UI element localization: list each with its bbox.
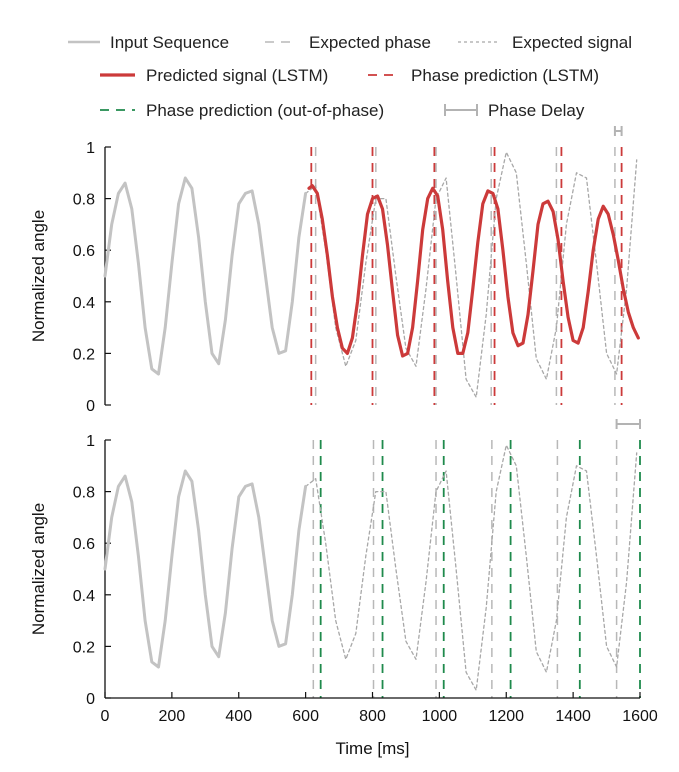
- legend-label: Phase prediction (LSTM): [411, 66, 599, 85]
- legend-label: Input Sequence: [110, 33, 229, 52]
- legend-item: Predicted signal (LSTM): [100, 66, 328, 85]
- panel-bottom: 0 0.2 0.4 0.6 0.8 1 Normalized angle 0 200 400 600…: [29, 419, 658, 758]
- y-tick-label: 0.2: [73, 639, 95, 656]
- legend-item: Input Sequence: [68, 33, 229, 52]
- x-tick-label: 1600: [622, 708, 658, 725]
- y-tick-label: 0.6: [73, 536, 95, 553]
- x-tick-label: 1000: [422, 708, 458, 725]
- legend-label: Phase prediction (out-of-phase): [146, 101, 384, 120]
- y-tick-label: 0: [86, 398, 95, 415]
- y-tick-label: 0.8: [73, 192, 95, 209]
- legend-item: Phase prediction (out-of-phase): [100, 101, 384, 120]
- legend-item: Phase Delay: [444, 101, 585, 120]
- predicted-signal-line: [307, 184, 640, 358]
- y-axis-label: Normalized angle: [29, 503, 48, 635]
- x-tick-label: 1400: [555, 708, 591, 725]
- x-tick-label: 800: [359, 708, 386, 725]
- legend-item: Expected phase: [265, 33, 431, 52]
- expected-signal-line: [304, 151, 638, 398]
- y-tick-label: 0.4: [73, 295, 95, 312]
- y-tick-label: 0.6: [73, 243, 95, 260]
- legend-label: Expected phase: [309, 33, 431, 52]
- y-tick-label: 0: [86, 691, 95, 708]
- x-axis-label: Time [ms]: [336, 739, 410, 758]
- panel-top: 0 0.2 0.4 0.6 0.8 1 Normalized angle: [29, 126, 640, 415]
- y-tick-label: 0.4: [73, 588, 95, 605]
- input-sequence-line: [103, 176, 308, 376]
- x-tick-label: 200: [159, 708, 186, 725]
- expected-signal-line: [304, 444, 638, 691]
- input-sequence-line: [103, 469, 308, 669]
- legend-item: Expected signal: [458, 33, 632, 52]
- legend-label: Phase Delay: [488, 101, 585, 120]
- y-tick-label: 1: [86, 433, 95, 450]
- legend-label: Expected signal: [512, 33, 632, 52]
- y-axis-label: Normalized angle: [29, 210, 48, 342]
- legend-label: Predicted signal (LSTM): [146, 66, 328, 85]
- x-tick-label: 600: [292, 708, 319, 725]
- y-tick-label: 0.8: [73, 485, 95, 502]
- legend-item: Phase prediction (LSTM): [368, 66, 599, 85]
- y-tick-label: 1: [86, 140, 95, 157]
- x-tick-label: 1200: [488, 708, 524, 725]
- y-tick-label: 0.2: [73, 346, 95, 363]
- x-tick-label: 400: [225, 708, 252, 725]
- x-tick-label: 0: [101, 708, 110, 725]
